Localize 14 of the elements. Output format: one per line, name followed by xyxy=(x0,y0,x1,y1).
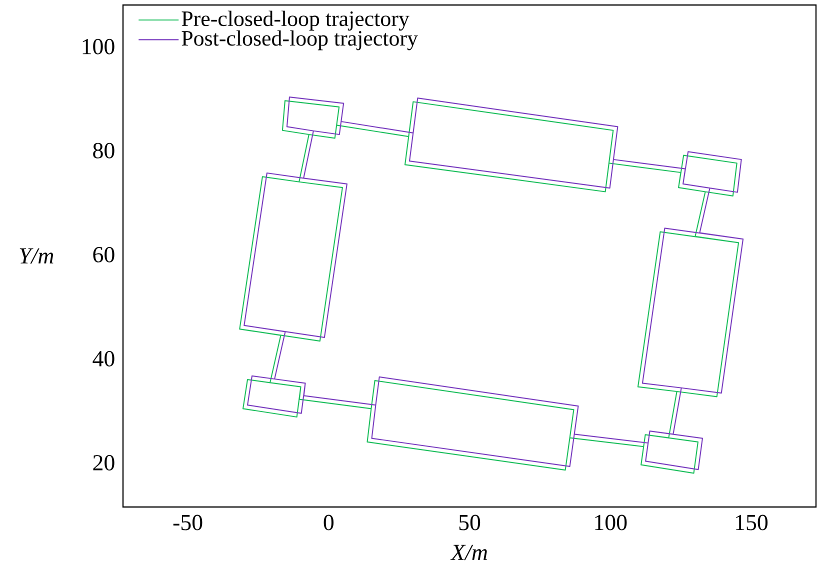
x-tick-label: 50 xyxy=(459,514,480,530)
y-axis-title: Y/m xyxy=(20,248,54,264)
legend-label: Pre-closed-loop trajectory xyxy=(182,10,410,31)
x-tick-label: 0 xyxy=(324,514,334,530)
y-tick-label: 20 xyxy=(93,455,114,470)
y-tick-label: 100 xyxy=(82,38,114,54)
legend-label: Post-closed-loop trajectory xyxy=(182,30,418,50)
x-axis-title: X/m xyxy=(450,544,488,560)
x-tick-label: -50 xyxy=(173,514,202,530)
x-tick-label: 100 xyxy=(595,514,627,530)
y-tick-label: 60 xyxy=(93,246,114,262)
y-tick-label: 40 xyxy=(92,350,114,366)
y-tick-label: 80 xyxy=(93,142,114,158)
x-tick-label: 150 xyxy=(736,514,768,530)
